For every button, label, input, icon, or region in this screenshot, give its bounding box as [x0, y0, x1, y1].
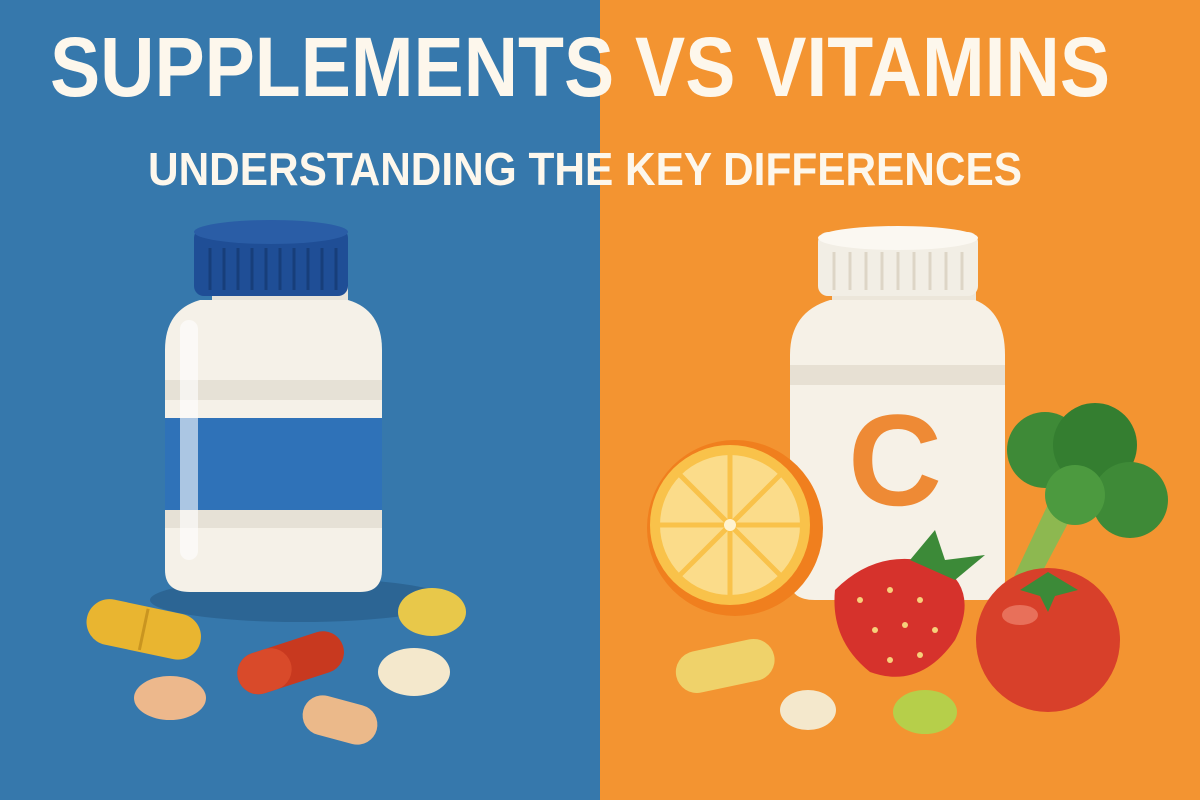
- strawberry-icon: [834, 530, 985, 677]
- supplement-bottle-icon: [150, 220, 450, 622]
- vitamin-c-bottle-icon: C: [790, 226, 1005, 600]
- page-subtitle: UNDERSTANDING THE KEY DIFFERENCES: [148, 143, 1022, 195]
- orange-slice-icon: [647, 440, 823, 616]
- bottle-band: [165, 418, 382, 510]
- page-title: SUPPLEMENTS VS VITAMINS: [50, 20, 1110, 114]
- vitamin-pills-icon: [675, 638, 957, 734]
- pills-icon: [86, 588, 466, 745]
- vitamin-label: C: [848, 387, 942, 533]
- tomato-icon: [976, 568, 1120, 712]
- broccoli-icon: [1007, 403, 1168, 595]
